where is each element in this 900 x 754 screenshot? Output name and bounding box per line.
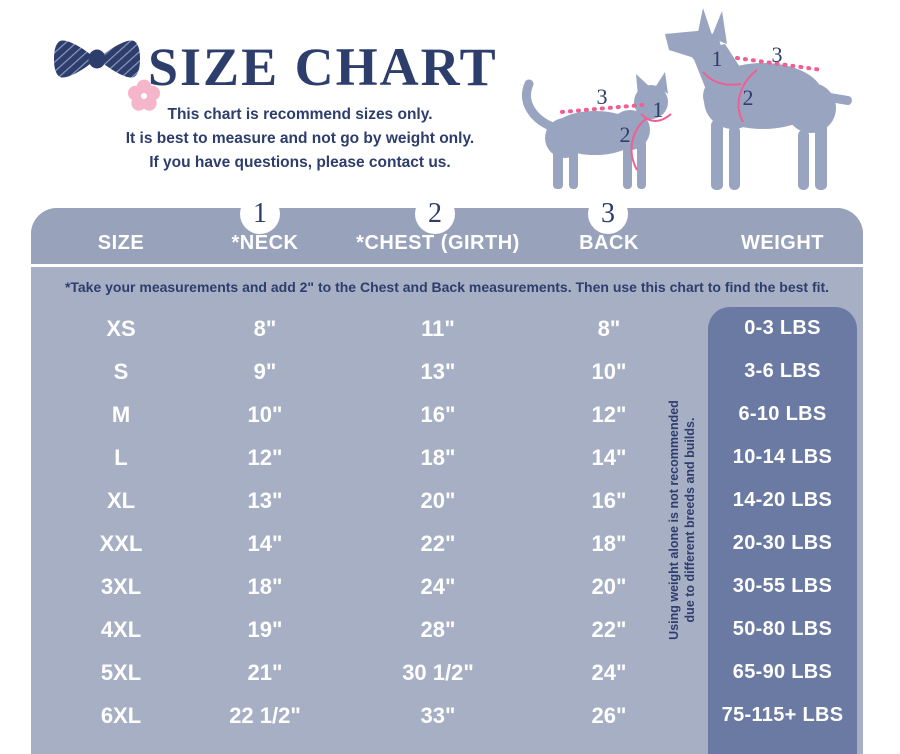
- dog-neck-arc: [702, 71, 742, 86]
- cell-size: XS: [106, 315, 136, 341]
- cell-neck: 21": [247, 659, 283, 685]
- cell-size: 6XL: [100, 702, 142, 728]
- cell-chest: 16": [420, 401, 456, 427]
- cell-neck: 8": [253, 315, 277, 341]
- cell-neck: 19": [247, 616, 283, 642]
- table-row: 4XL 19" 28" 22" 50-80 LBS: [31, 608, 863, 651]
- table-row: L 12" 18" 14" 10-14 LBS: [31, 436, 863, 479]
- table-row: S 9" 13" 10" 3-6 LBS: [31, 350, 863, 393]
- intro-text: This chart is recommend sizes only. It i…: [40, 103, 560, 175]
- cell-chest: 22": [420, 530, 456, 556]
- pet-measurement-diagram: 3 1 2 1 2 3: [522, 8, 852, 190]
- cell-back: 16": [591, 487, 627, 513]
- cell-back: 12": [591, 401, 627, 427]
- cat-chest-arc: [630, 117, 648, 171]
- bowtie-icon: [54, 40, 140, 78]
- cat-back-marker: 3: [597, 84, 608, 109]
- cell-neck: 13": [247, 487, 283, 513]
- cell-weight: 6-10 LBS: [738, 403, 827, 425]
- dog-chest-marker: 2: [743, 85, 754, 110]
- cell-chest: 18": [420, 444, 456, 470]
- cell-weight: 0-3 LBS: [744, 317, 821, 339]
- table-row: 5XL 21" 30 1/2" 24" 65-90 LBS: [31, 651, 863, 694]
- flower-icon: [128, 79, 160, 111]
- table-row: 3XL 18" 24" 20" 30-55 LBS: [31, 565, 863, 608]
- dog-back-marker: 3: [772, 42, 783, 67]
- cell-chest: 20": [420, 487, 456, 513]
- cell-weight: 14-20 LBS: [732, 489, 833, 511]
- cell-neck: 22 1/2": [229, 702, 301, 728]
- cell-weight: 20-30 LBS: [732, 532, 833, 554]
- cell-neck: 18": [247, 573, 283, 599]
- table-row: XS 8" 11" 8" 0-3 LBS: [31, 307, 863, 350]
- cell-size: XL: [106, 487, 136, 513]
- measurement-note: *Take your measurements and add 2" to th…: [64, 279, 830, 295]
- bowtie-flower-icon: [54, 40, 160, 111]
- cell-size: L: [114, 444, 128, 470]
- chest-step-badge: 2: [415, 194, 455, 234]
- cat-silhouette: [522, 72, 668, 189]
- table-row: M 10" 16" 12" 6-10 LBS: [31, 393, 863, 436]
- dog-silhouette: [665, 8, 852, 190]
- cell-chest: 30 1/2": [402, 659, 474, 685]
- cell-back: 10": [591, 358, 627, 384]
- cat-neck-marker: 1: [653, 97, 664, 122]
- neck-step-badge: 1: [240, 194, 280, 234]
- table-row: 6XL 22 1/2" 33" 26" 75-115+ LBS: [31, 694, 863, 737]
- page-title: SIZE CHART: [148, 37, 498, 97]
- cell-size: 3XL: [100, 573, 142, 599]
- cell-chest: 33": [420, 702, 456, 728]
- intro-line-2: It is best to measure and not go by weig…: [125, 130, 475, 147]
- cell-chest: 13": [420, 358, 456, 384]
- cat-neck-arc: [640, 113, 672, 122]
- cell-back: 8": [597, 315, 621, 341]
- table-body: XS 8" 11" 8" 0-3 LBS S 9" 13" 10" 3-6 LB…: [31, 307, 863, 737]
- cell-back: 20": [591, 573, 627, 599]
- column-header-chest: *CHEST (GIRTH): [356, 232, 520, 254]
- cell-weight: 3-6 LBS: [744, 360, 821, 382]
- cell-size: S: [113, 358, 129, 384]
- cell-back: 26": [591, 702, 627, 728]
- cell-chest: 28": [420, 616, 456, 642]
- cell-weight: 75-115+ LBS: [721, 704, 844, 726]
- cell-neck: 10": [247, 401, 283, 427]
- weight-column-panel: [708, 307, 857, 754]
- cell-neck: 12": [247, 444, 283, 470]
- measurement-lines: [560, 56, 824, 171]
- cat-chest-marker: 2: [620, 122, 631, 147]
- cell-weight: 65-90 LBS: [732, 661, 833, 683]
- intro-line-3: If you have questions, please contact us…: [149, 154, 451, 171]
- cell-weight: 50-80 LBS: [732, 618, 833, 640]
- column-header-weight: WEIGHT: [741, 232, 824, 254]
- cat-back-dotted-line: [560, 103, 644, 114]
- cell-size: M: [111, 401, 131, 427]
- table-row: XL 13" 20" 16" 14-20 LBS: [31, 479, 863, 522]
- cell-back: 22": [591, 616, 627, 642]
- cell-weight: 10-14 LBS: [732, 446, 833, 468]
- column-header-spacer: [661, 255, 708, 264]
- column-header-neck: *NECK: [231, 232, 299, 254]
- column-header-back: BACK: [579, 232, 639, 254]
- cell-size: 4XL: [100, 616, 142, 642]
- cell-chest: 11": [421, 315, 455, 341]
- back-step-badge: 3: [588, 194, 628, 234]
- dog-neck-marker: 1: [712, 46, 723, 71]
- cell-neck: 14": [247, 530, 283, 556]
- cell-back: 24": [591, 659, 627, 685]
- dog-chest-arc: [737, 69, 758, 123]
- dog-back-dotted-line: [735, 56, 824, 72]
- column-header-size: SIZE: [97, 232, 145, 254]
- cell-size: 5XL: [100, 659, 142, 685]
- cell-back: 18": [591, 530, 627, 556]
- cell-neck: 9": [253, 358, 277, 384]
- table-row: XXL 14" 22" 18" 20-30 LBS: [31, 522, 863, 565]
- intro-line-1: This chart is recommend sizes only.: [167, 106, 433, 123]
- size-chart-table: 1 2 3 SIZE *NECK *CHEST (GIRTH) BACK WEI…: [31, 194, 863, 754]
- cell-size: XXL: [99, 530, 143, 556]
- cell-chest: 24": [420, 573, 456, 599]
- cell-back: 14": [591, 444, 627, 470]
- cell-weight: 30-55 LBS: [732, 575, 833, 597]
